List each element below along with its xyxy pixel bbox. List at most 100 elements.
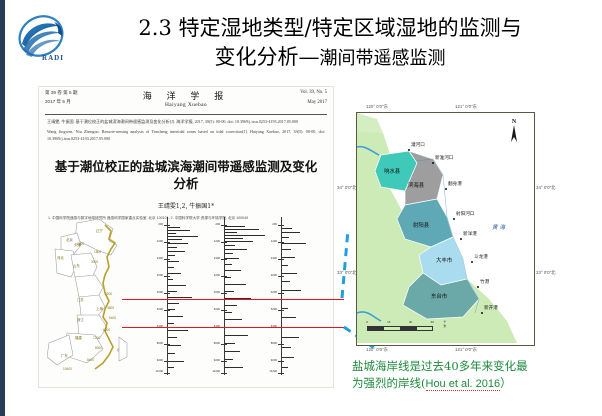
svg-text:8400: 8400 xyxy=(87,358,94,362)
svg-text:辽宁: 辽宁 xyxy=(96,228,103,233)
port-dot-doulonggang xyxy=(471,261,473,263)
caption-line-2-prefix: 为强烈的岸线( xyxy=(352,376,426,390)
label-binhai: 滨海县 xyxy=(408,183,425,189)
scale-tick-1: 15 xyxy=(387,320,391,324)
caption-line-2-suffix: ） xyxy=(500,376,512,390)
coastline-spike-charts: 200 1200 2400 3200 4000 5200 6400 8000 9… xyxy=(155,217,327,375)
map-lat-right-lower: 33° 0′0″北 xyxy=(536,270,556,275)
scale-tick-0: 0 xyxy=(366,320,368,324)
north-arrow-icon xyxy=(511,125,517,142)
label-dongtai: 东台市 xyxy=(431,294,448,300)
label-zhugang: 竹港 xyxy=(480,280,490,285)
detail-map-svg xyxy=(357,113,532,343)
svg-text:3000: 3000 xyxy=(91,260,98,264)
label-xinhuaihekou: 新淮河口 xyxy=(435,156,454,161)
map-lat-right-upper: 34° 0′0″北 xyxy=(536,185,556,190)
citation-chinese: 王靖雯, 牛振国. 基于潮位校正的盐城滨海潮间带遥感监测及变化分析[J]. 海洋… xyxy=(47,119,299,124)
label-yellow-sea: 黄 海 xyxy=(492,225,505,231)
journal-name-cn: 海 洋 学 报 xyxy=(142,92,230,102)
port-dot-xinkaigang xyxy=(481,312,483,314)
svg-text:上海: 上海 xyxy=(96,306,103,311)
yancheng-detail-map: N 响水县 滨海县 射阳县 大丰市 东台市 灌河口 新淮河口 翻身港 射阳河口 … xyxy=(356,112,535,346)
slide-caption: 盐城海岸线是过去40多年来变化最 为强烈的岸线(Hou et al. 2016） xyxy=(352,358,600,393)
paper-affiliation: 1. 中国科学院遥感与数字地球研究所 遥感科学国家重点实验室, 北京 10010… xyxy=(48,216,249,221)
scale-bar-numbers: 0 15 30 60 千米 xyxy=(366,320,446,328)
scale-units: 千米 xyxy=(443,320,447,328)
svg-text:3600: 3600 xyxy=(107,306,114,310)
left-accent-bar xyxy=(0,0,5,416)
svg-text:福建: 福建 xyxy=(75,335,82,340)
svg-text:河北: 河北 xyxy=(57,255,64,260)
china-coastline-map: 辽宁 北京 天津 河北 山东 江苏 上海 浙江 福建 广东 台湾 2400 18… xyxy=(47,215,159,375)
scale-tick-2: 30 xyxy=(408,320,413,324)
china-map-svg: 辽宁 北京 天津 河北 山东 江苏 上海 浙江 福建 广东 台湾 2400 18… xyxy=(47,218,128,371)
journal-volume: 第 39 卷 第 5 期 xyxy=(45,90,78,95)
map-coord-bottom-right: 121° 0′0″东 xyxy=(455,347,477,352)
svg-text:4200: 4200 xyxy=(105,292,112,296)
paper-title: 基于潮位校正的盐城滨海潮间带遥感监测及变化分析 xyxy=(54,159,318,192)
map-coord-bottom-left: 120° 0′0″东 xyxy=(366,347,388,352)
port-dot-sheyanghekou xyxy=(453,218,455,220)
svg-text:2400: 2400 xyxy=(77,242,84,246)
label-guanhekou: 灌河口 xyxy=(411,143,425,148)
svg-text:6000: 6000 xyxy=(103,328,110,332)
title-line-2-dash: — xyxy=(298,45,320,69)
title-line-1: 2.3 特定湿地类型/特定区域湿地的监测与 xyxy=(138,16,522,40)
svg-text:10400: 10400 xyxy=(63,367,72,371)
svg-text:北京: 北京 xyxy=(66,237,73,242)
map-lat-left-lower: 33° 0′0″北 xyxy=(337,270,357,275)
label-xiangshui: 响水县 xyxy=(384,169,401,175)
title-line-2-sub: 潮间带遥感监测 xyxy=(319,48,446,69)
north-arrow-label: N xyxy=(511,119,517,125)
red-highlight-line-lower xyxy=(122,327,344,329)
map-lat-left-upper: 34° 0′0″北 xyxy=(337,185,357,190)
caption-citation: Hou et al. 2016 xyxy=(425,378,501,391)
connector-line-upper xyxy=(340,229,350,299)
label-xinkaigang: 新开港 xyxy=(484,306,498,311)
title-line-2-main: 变化分析 xyxy=(214,45,299,69)
spike-chart-2: 200 1200 2400 3200 4000 5200 6400 8000 9… xyxy=(212,217,268,375)
label-fanshengang: 翻身港 xyxy=(448,182,462,187)
journal-date-cn: 2017 年 5 月 xyxy=(45,99,71,104)
svg-text:天津: 天津 xyxy=(74,242,81,247)
caption-line-1: 盐城海岸线是过去40多年来变化最 xyxy=(352,359,528,373)
svg-text:山东: 山东 xyxy=(73,263,80,268)
title-line-2: 变化分析—潮间带遥感监测 xyxy=(70,43,590,73)
svg-text:浙江: 浙江 xyxy=(77,317,84,322)
journal-date-en: May 2017 xyxy=(307,100,327,105)
map-coord-top-left: 120° 0′0″东 xyxy=(366,104,388,109)
label-sheyang: 射阳县 xyxy=(413,223,430,229)
radi-logo-text: RADI xyxy=(42,54,64,62)
scale-bar-graphic xyxy=(367,326,433,331)
label-sheyanghekou: 射阳河口 xyxy=(456,212,475,217)
svg-text:1800: 1800 xyxy=(94,250,101,254)
port-dot-xinhuaihekou xyxy=(432,162,434,164)
label-xinyanggang: 新洋港 xyxy=(463,232,477,237)
north-arrow: N xyxy=(506,119,522,145)
port-dot-zhugang xyxy=(477,286,479,288)
svg-text:8000: 8000 xyxy=(95,346,102,350)
county-dongtai xyxy=(402,272,480,320)
spike-chart-1: 200 1200 2400 3200 4000 5200 6400 8000 9… xyxy=(155,217,211,375)
port-dot-guanhekou xyxy=(408,149,410,151)
spike-chart-3: 200 1200 2400 3200 4000 5200 6400 8000 9… xyxy=(269,217,325,375)
svg-text:7200: 7200 xyxy=(93,336,100,340)
paper-scan-image: 第 39 卷 第 5 期 2017 年 5 月 海 洋 学 报 Haiyang … xyxy=(38,86,334,388)
citation-english: Wang Jingwen, Niu Zhenguo. Remote-sensin… xyxy=(47,129,325,141)
svg-text:江苏: 江苏 xyxy=(77,297,84,302)
journal-name-en: Haiyang Xuebao xyxy=(165,102,207,108)
svg-text:广东: 广东 xyxy=(61,353,68,358)
slide-title: 2.3 特定湿地类型/特定区域湿地的监测与 变化分析—潮间带遥感监测 xyxy=(70,14,590,73)
label-doulonggang: 斗龙港 xyxy=(474,255,488,260)
red-highlight-line-upper xyxy=(122,299,344,301)
map-scale-bar: 0 15 30 60 千米 xyxy=(366,320,446,331)
label-dafeng: 大丰市 xyxy=(436,258,453,264)
journal-header: 第 39 卷 第 5 期 2017 年 5 月 海 洋 学 报 Haiyang … xyxy=(45,90,327,115)
svg-text:5400: 5400 xyxy=(109,316,116,320)
scale-tick-3: 60 xyxy=(430,320,434,324)
port-dot-fanshengang xyxy=(445,188,447,190)
radi-logo-icon xyxy=(18,15,64,57)
journal-volume-en: Vol. 39, No. 5 xyxy=(300,90,327,95)
paper-authors: 王靖雯1,2, 牛振国1* xyxy=(157,203,215,211)
